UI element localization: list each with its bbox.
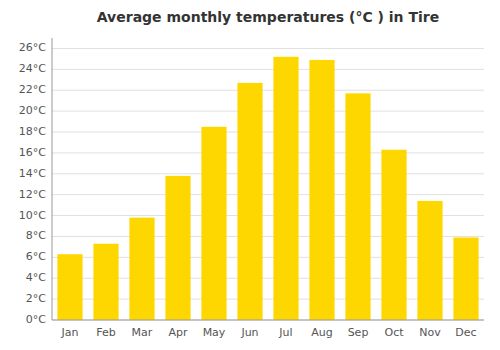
title: Average monthly temperatures (°C ) in Ti… [97,9,439,25]
bar [93,244,118,320]
page: {"chart_data": {"type": "bar", "title": … [0,0,500,350]
bar [309,60,334,320]
chart: Average monthly temperatures (°C ) in Ti… [0,0,500,350]
grid-line [52,69,484,70]
bar [57,254,82,320]
x-tick-label: Oct [384,326,404,339]
x-tick-label: Jun [240,326,258,339]
x-tick-label: Jul [278,326,292,339]
x-tick-label: May [203,326,226,339]
y-tick-label: 4°C [26,271,46,284]
y-tick-labels: 0°C 2°C 4°C 6°C 8°C 10°C 12°C 14°C 16°C 18°C 20°C 2… [19,41,46,326]
y-tick-label: 20°C [19,104,46,117]
y-tick-label: 16°C [19,146,46,159]
bar [165,176,190,320]
bar [201,127,226,320]
bar [345,93,370,320]
y-tick-label: 2°C [26,292,46,305]
y-axis-line [52,38,53,320]
grid-line [52,90,484,91]
bar [381,150,406,320]
x-tick-label: Feb [96,326,115,339]
grid-line [52,320,484,321]
y-tick-label: 10°C [19,209,46,222]
y-tick-label: 6°C [26,250,46,263]
x-tick-label: Sep [348,326,369,339]
bar [129,218,154,320]
x-axis-line [52,320,484,321]
grid-line [52,194,484,195]
y-tick-label: 18°C [19,125,46,138]
x-tick-label: Apr [168,326,188,339]
y-tick-label: 26°C [19,41,46,54]
y-grid [52,48,484,320]
y-tick-label: 22°C [19,83,46,96]
y-tick-label: 14°C [19,167,46,180]
bar [417,201,442,320]
y-tick-label: 24°C [19,62,46,75]
bar [453,237,478,320]
x-tick-label: Jan [61,326,79,339]
bar [237,83,262,320]
y-tick-label: 8°C [26,229,46,242]
x-tick-label: Nov [419,326,441,339]
x-tick-label: Mar [132,326,153,339]
grid-line [52,152,484,153]
bars [57,57,478,320]
x-tick-label: Aug [311,326,332,339]
x-tick-label: Dec [455,326,476,339]
grid-line [52,111,484,112]
grid-line [52,173,484,174]
grid-line [52,48,484,49]
y-tick-label: 0°C [26,313,46,326]
x-tick-labels: Jan Feb Mar Apr May Jun Jul Aug Sep Oct Nov Dec [61,326,477,339]
y-tick-label: 12°C [19,188,46,201]
bar [273,57,298,320]
grid-line [52,132,484,133]
